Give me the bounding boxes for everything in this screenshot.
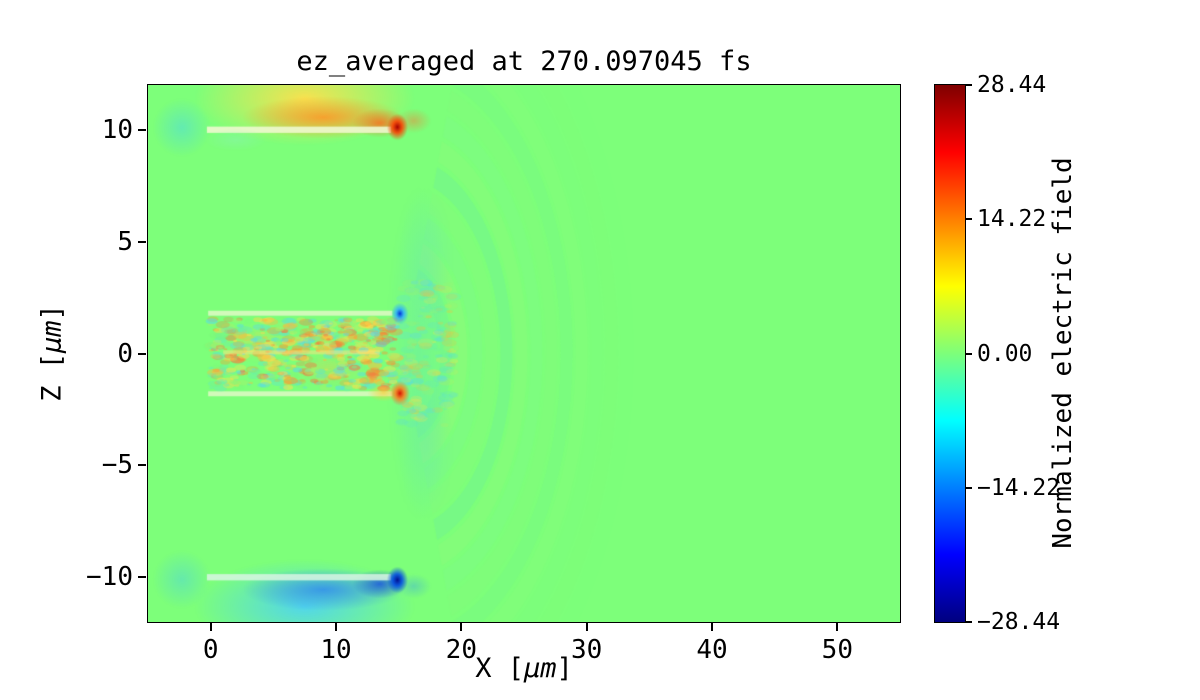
y-tick-mark bbox=[138, 128, 146, 131]
y-axis-label-close: ] bbox=[36, 304, 68, 321]
x-tick-mark bbox=[585, 623, 588, 631]
y-axis-label-text: Z [ bbox=[36, 353, 68, 402]
y-axis-unit: μm bbox=[36, 320, 68, 353]
colorbar bbox=[934, 84, 966, 623]
y-tick-label: −5 bbox=[101, 450, 133, 481]
colorbar-tick-label: 14.22 bbox=[977, 206, 1047, 233]
x-axis-label-close: ] bbox=[556, 653, 573, 684]
heatmap-canvas bbox=[148, 85, 900, 622]
colorbar-label: Normalized electric field bbox=[1048, 157, 1078, 549]
y-tick-label: −10 bbox=[86, 562, 133, 593]
x-axis-unit: μm bbox=[524, 653, 557, 684]
x-tick-mark bbox=[460, 623, 463, 631]
y-tick-mark bbox=[138, 464, 146, 467]
y-tick-mark bbox=[138, 352, 146, 355]
x-tick-mark bbox=[209, 623, 212, 631]
colorbar-tick-mark bbox=[966, 352, 972, 355]
x-axis-label: X [μm] bbox=[148, 653, 900, 684]
y-tick-label: 0 bbox=[117, 338, 133, 369]
y-tick-mark bbox=[138, 240, 146, 243]
x-tick-mark bbox=[711, 623, 713, 631]
colorbar-tick-mark bbox=[966, 621, 972, 623]
plot-area bbox=[147, 84, 901, 623]
x-tick-mark bbox=[335, 623, 337, 631]
colorbar-tick-label: 28.44 bbox=[977, 72, 1047, 98]
y-axis-label: Z [μm] bbox=[37, 304, 68, 402]
x-axis-label-text: X [ bbox=[475, 653, 524, 684]
y-tick-label: 5 bbox=[117, 226, 133, 257]
colorbar-tick-mark bbox=[966, 218, 972, 221]
colorbar-tick-label: 0.00 bbox=[977, 340, 1033, 367]
x-tick-mark bbox=[836, 623, 839, 631]
y-tick-label: 10 bbox=[101, 114, 133, 145]
colorbar-tick-label: −28.44 bbox=[977, 609, 1061, 635]
colorbar-tick-mark bbox=[966, 84, 972, 86]
colorbar-gradient bbox=[935, 85, 965, 622]
y-tick-mark bbox=[138, 576, 146, 579]
colorbar-tick-mark bbox=[966, 486, 972, 489]
plot-title: ez_averaged at 270.097045 fs bbox=[296, 46, 752, 77]
